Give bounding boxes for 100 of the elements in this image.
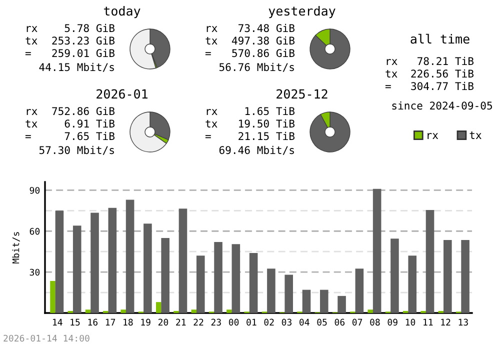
donut-slice <box>130 112 167 152</box>
bar <box>85 310 91 313</box>
text: 69.46 Mbit/s <box>219 146 294 155</box>
text: = <box>25 52 31 56</box>
text: 253.23 GiB <box>52 36 115 45</box>
x-tick-label: 14 <box>53 318 62 326</box>
text: = <box>205 135 211 138</box>
bar <box>156 302 162 313</box>
text: = <box>205 52 211 56</box>
bar <box>461 240 470 313</box>
chart-title: yesterday <box>268 6 336 18</box>
x-tick-label: 04 <box>300 318 310 326</box>
bar <box>372 188 382 313</box>
bar <box>196 256 205 313</box>
x-tick-label: 07 <box>352 318 362 326</box>
bar <box>120 310 126 313</box>
text: 44.15 Mbit/s <box>39 62 114 72</box>
text: tx <box>386 70 398 78</box>
legend-label: tx <box>470 132 482 139</box>
text: = <box>25 135 31 138</box>
text: rx <box>206 26 218 32</box>
x-tick-label: 17 <box>106 318 116 326</box>
text: since 2024-09-05 <box>392 101 492 110</box>
donut-slice <box>310 112 350 152</box>
text: 570.86 GiB <box>232 48 295 58</box>
y-tick-label: 30 <box>30 268 40 276</box>
text: 5.78 GiB <box>64 24 115 32</box>
text: 259.01 GiB <box>52 48 115 58</box>
x-tick-label: 15 <box>70 318 80 326</box>
text: 21.15 TiB <box>238 132 295 140</box>
text: 2026-01-14 14:00 <box>4 334 90 342</box>
x-tick-label: 09 <box>388 318 398 326</box>
chart-title: today <box>104 6 140 18</box>
bar <box>355 268 364 313</box>
x-tick-label: 08 <box>370 318 380 326</box>
text: 752.86 GiB <box>52 106 115 116</box>
x-tick-label: 02 <box>264 318 274 326</box>
text: 56.76 Mbit/s <box>219 62 294 72</box>
text: 78.21 TiB <box>418 56 474 66</box>
text: 6.91 TiB <box>64 119 115 128</box>
bar <box>338 296 346 313</box>
x-tick-label: 05 <box>317 318 327 326</box>
x-tick-label: 18 <box>124 318 133 326</box>
text: 19.50 TiB <box>239 119 295 128</box>
bar <box>249 252 258 313</box>
bar <box>126 200 134 313</box>
x-tick-label: 16 <box>88 318 98 326</box>
bar <box>426 210 434 313</box>
x-tick-label: 10 <box>406 318 416 326</box>
bar <box>320 290 328 313</box>
text: 304.77 TiB <box>411 82 474 90</box>
text: rx <box>386 59 398 65</box>
text: rx <box>26 26 38 32</box>
chart-title: 2025-12 <box>276 89 328 99</box>
y-tick-label: 60 <box>30 228 40 235</box>
x-tick-label: 23 <box>211 318 221 326</box>
x-tick-label: 12 <box>441 318 450 326</box>
bar <box>90 212 99 313</box>
chart-title: 2026-01 <box>96 89 148 99</box>
x-tick-label: 11 <box>424 318 433 326</box>
x-tick-label: 01 <box>246 318 256 326</box>
bar <box>50 280 56 313</box>
text: 226.56 TiB <box>411 69 474 78</box>
bar <box>144 224 152 313</box>
bar <box>444 240 452 313</box>
x-tick-label: 20 <box>158 318 168 326</box>
text: tx <box>206 120 218 128</box>
x-tick-label: 21 <box>176 318 186 326</box>
text: tx <box>26 37 38 44</box>
text: rx <box>206 109 218 115</box>
x-tick-label: 03 <box>282 318 292 326</box>
text: rx <box>26 109 38 115</box>
bar <box>232 244 240 313</box>
bar <box>191 310 197 313</box>
text: 497.38 GiB <box>232 36 295 45</box>
x-tick-label: 22 <box>194 318 204 326</box>
y-tick-label: 90 <box>30 186 40 194</box>
text: tx <box>26 120 38 128</box>
bar <box>226 310 232 313</box>
bar <box>72 226 82 313</box>
bar <box>267 268 276 313</box>
text: 57.30 Mbit/s <box>39 146 114 155</box>
text: 7.65 TiB <box>64 132 115 140</box>
x-tick-label: 19 <box>141 318 150 326</box>
text: all time <box>410 34 470 44</box>
text: tx <box>206 37 218 44</box>
bar <box>161 238 170 313</box>
bar <box>214 242 222 313</box>
bar <box>390 238 399 313</box>
bar <box>368 310 374 313</box>
text: 73.48 GiB <box>238 24 295 32</box>
x-tick-label: 13 <box>458 318 468 326</box>
donut-slice <box>310 28 350 70</box>
bar <box>408 256 417 313</box>
legend-label: rx <box>428 133 438 139</box>
text: = <box>385 85 391 88</box>
bar <box>284 274 293 313</box>
text: 1.65 TiB <box>245 106 295 116</box>
bar <box>178 208 188 313</box>
bar <box>55 210 64 313</box>
